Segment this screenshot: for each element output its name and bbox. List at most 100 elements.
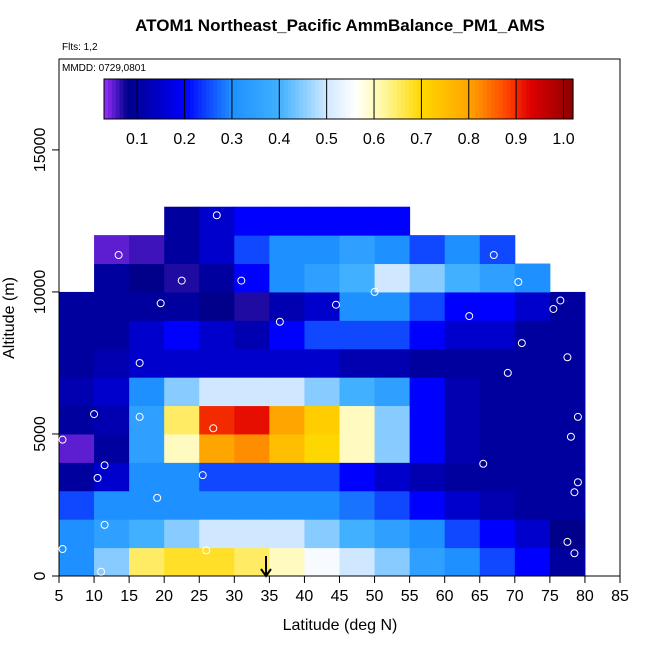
point — [135, 412, 144, 421]
heat-cell — [444, 433, 481, 463]
heat-cell — [199, 490, 235, 520]
colorbar-swatch — [330, 79, 336, 119]
colorbar-swatch — [451, 79, 457, 119]
colorbar-swatch — [174, 79, 179, 119]
heat-cell — [94, 377, 130, 407]
heat-cell — [479, 519, 516, 549]
colorbar-swatch — [502, 79, 508, 119]
heat-cell — [269, 235, 305, 265]
heat-cell — [409, 405, 446, 435]
heat-cell — [444, 235, 481, 265]
colorbar-tick-label: 1.0 — [552, 131, 574, 148]
point — [153, 493, 162, 502]
colorbar-swatch — [428, 79, 433, 119]
colorbar-swatch — [569, 79, 574, 119]
heat-cell — [374, 377, 411, 407]
heat-cell — [199, 377, 235, 407]
heat-cell — [269, 462, 305, 492]
heat-cell — [514, 490, 551, 520]
heat-cell — [374, 263, 411, 293]
colorbar-swatch — [240, 79, 246, 119]
heat-cell — [514, 519, 551, 549]
heat-cell — [164, 433, 200, 463]
colorbar-swatch — [479, 79, 484, 119]
heat-cell — [59, 291, 95, 321]
heat-cell — [59, 320, 95, 350]
heatmap — [59, 206, 586, 576]
heat-cell — [129, 547, 165, 576]
heat-cell — [339, 377, 376, 407]
heat-cell — [164, 291, 200, 321]
heat-cell — [164, 377, 200, 407]
heat-cell — [129, 462, 165, 492]
colorbar-swatch — [209, 79, 215, 119]
heat-cell — [234, 433, 270, 463]
heat-cell — [374, 547, 411, 576]
point — [479, 459, 488, 468]
point — [177, 276, 186, 285]
point — [58, 545, 67, 554]
heat-cell — [269, 320, 305, 350]
heat-cell — [374, 348, 411, 378]
point — [212, 211, 221, 220]
colorbar-swatch — [463, 79, 469, 119]
colorbar-swatch — [244, 79, 250, 119]
colorbar-swatch — [139, 79, 144, 119]
colorbar-swatch — [334, 79, 340, 119]
heat-cell — [549, 519, 586, 549]
colorbar-swatch — [193, 79, 199, 119]
colorbar-swatch — [393, 79, 398, 119]
heat-cell — [94, 235, 130, 265]
heat-cell — [164, 405, 200, 435]
heat-cell — [444, 291, 481, 321]
colorbar-swatch — [365, 79, 371, 119]
heat-cell — [339, 235, 376, 265]
colorbar-swatch — [272, 79, 277, 119]
heat-cell — [374, 405, 411, 435]
heat-cell — [234, 405, 270, 435]
colorbar-swatch — [150, 79, 156, 119]
colorbar-swatch — [197, 79, 203, 119]
heat-cell — [514, 405, 551, 435]
colorbar-tick-label: 0.5 — [316, 131, 338, 148]
colorbar-swatch — [416, 79, 422, 119]
colorbar-swatch — [236, 79, 242, 119]
heat-cell — [234, 547, 270, 576]
heat-cell — [339, 320, 376, 350]
heat-cell — [479, 348, 516, 378]
y-tick-label: 0 — [32, 571, 49, 580]
colorbar-swatch — [307, 79, 312, 119]
heat-cell — [549, 547, 586, 576]
point — [202, 546, 211, 555]
heat-cell — [94, 348, 130, 378]
heat-cell — [269, 433, 305, 463]
colorbar-swatch — [408, 79, 414, 119]
colorbar-swatch — [217, 79, 222, 119]
heat-cell — [374, 433, 411, 463]
heat-cell — [234, 490, 270, 520]
heat-cell — [94, 291, 130, 321]
heat-cell — [374, 519, 411, 549]
x-tick-label: 85 — [611, 588, 629, 605]
colorbar-swatch — [510, 79, 515, 119]
heat-cell — [199, 519, 235, 549]
heat-cell — [374, 462, 411, 492]
heat-cell — [269, 291, 305, 321]
colorbar-swatch — [256, 79, 261, 119]
colorbar-swatch — [377, 79, 383, 119]
colorbar-swatch — [549, 79, 555, 119]
heat-cell — [199, 235, 235, 265]
colorbar-swatch — [530, 79, 535, 119]
heat-cell — [444, 377, 481, 407]
heat-cell — [304, 377, 340, 407]
x-tick-label: 65 — [471, 588, 489, 605]
heat-cell — [549, 320, 586, 350]
colorbar-swatch — [158, 79, 164, 119]
colorbar-swatch — [166, 79, 172, 119]
colorbar-swatch — [178, 79, 183, 119]
heat-cell — [129, 320, 165, 350]
heat-cell — [164, 490, 200, 520]
colorbar-swatch — [189, 79, 195, 119]
point — [517, 339, 526, 348]
x-tick-label: 35 — [260, 588, 278, 605]
